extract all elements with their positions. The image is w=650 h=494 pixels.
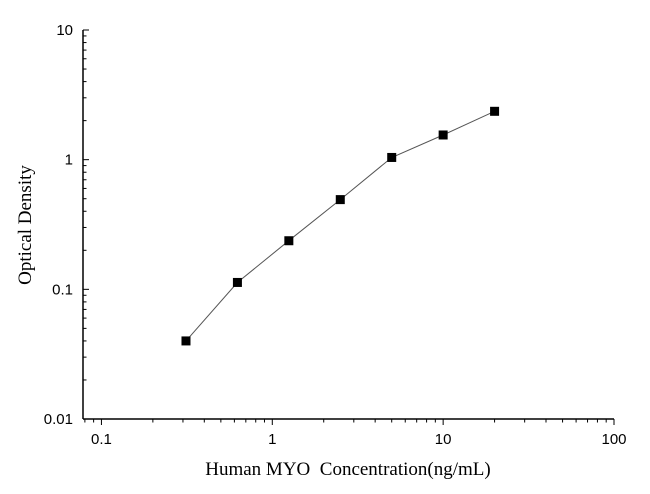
data-point [232, 277, 242, 287]
y-axis-title: Optical Density [15, 165, 36, 285]
y-tick-label: 10 [56, 22, 73, 39]
data-point [284, 236, 294, 246]
y-tick-label: 1 [65, 152, 73, 169]
series [181, 106, 500, 346]
y-tick-label: 0.01 [44, 411, 73, 428]
axes [82, 29, 615, 425]
x-tick-label: 100 [601, 431, 626, 448]
x-tick-label: 10 [435, 431, 452, 448]
data-point [438, 130, 448, 140]
data-point [181, 336, 191, 346]
tick-labels: 0.1 1 10 100 0.01 0.1 1 10 [44, 22, 627, 448]
data-point [335, 195, 345, 205]
y-tick-label: 0.1 [52, 281, 73, 298]
x-axis-title: Human MYO Concentration(ng/mL) [205, 459, 490, 480]
x-tick-label: 1 [268, 431, 276, 448]
x-tick-label: 0.1 [91, 431, 112, 448]
series-line [185, 110, 495, 342]
data-point [387, 152, 397, 162]
data-point [490, 106, 500, 116]
